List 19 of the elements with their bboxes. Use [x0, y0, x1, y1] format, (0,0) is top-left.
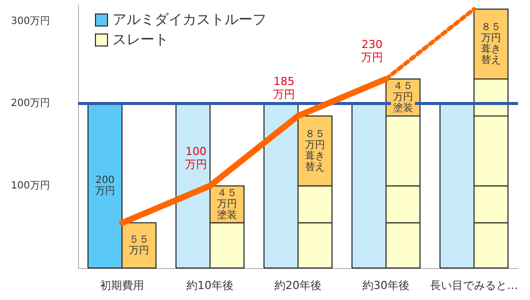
x-tick-label: 約10年後: [186, 279, 234, 292]
legend-label: スレート: [112, 32, 168, 48]
y-tick-label: 100万円: [10, 180, 50, 192]
y-tick-label: 300万円: [10, 16, 50, 27]
x-tick-label: 初期費用: [100, 279, 144, 292]
y-tick-label: 200万円: [10, 98, 50, 110]
data-label: 230 万円: [361, 38, 383, 64]
data-label: ４５万円塗装: [217, 188, 237, 221]
data-label: ４５万円塗装: [393, 80, 413, 114]
data-label: 200 万円: [95, 174, 115, 197]
data-label: 100 万円: [185, 144, 207, 171]
x-tick-label: 約30年後: [362, 279, 410, 292]
data-label: ５５万円: [129, 234, 149, 256]
x-tick-label: 約20年後: [274, 279, 322, 292]
data-label: ８５万円葺き替え: [305, 128, 325, 173]
x-tick-label: 長い目でみると…: [430, 279, 518, 292]
legend-label: アルミダイカストルーフ: [112, 12, 266, 28]
data-label: 185 万円: [273, 74, 295, 101]
data-label: ８５万円葺き替え: [481, 22, 501, 66]
